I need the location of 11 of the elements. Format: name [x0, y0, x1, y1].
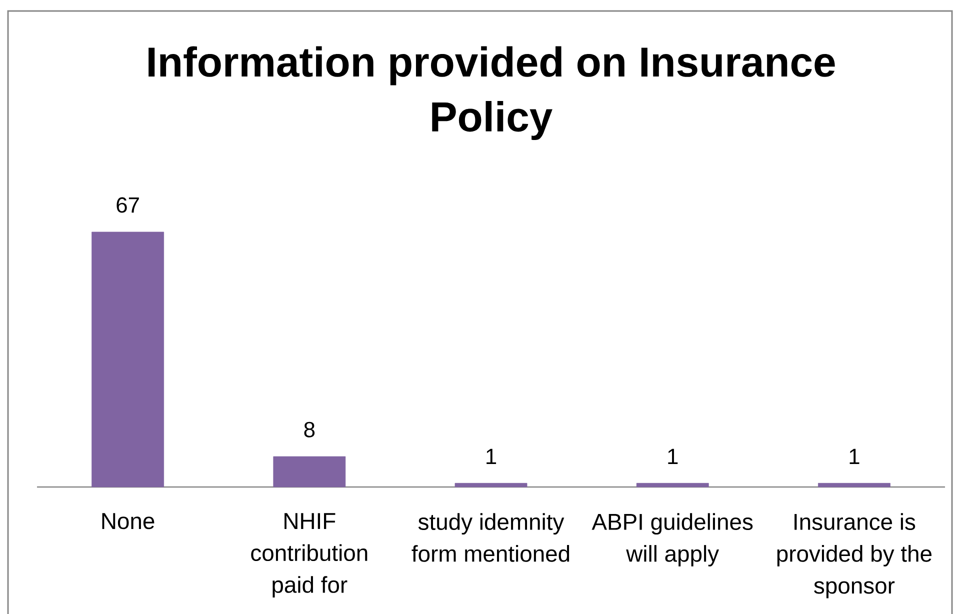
data-label: 67	[116, 197, 139, 213]
x-tick-label: study idemnity form mentioned	[412, 513, 570, 562]
x-tick-label: ABPI guidelines will apply	[592, 513, 753, 566]
data-label: 1	[668, 448, 678, 464]
x-tick-label: Insurance is provided by the sponsor	[777, 513, 932, 598]
data-label: 8	[304, 422, 315, 438]
data-label: 1	[486, 448, 496, 464]
chart-title: Information provided on Insurance Policy	[148, 46, 835, 140]
x-tick-label: NHIF contribution paid for	[251, 513, 368, 598]
data-label: 1	[850, 448, 860, 464]
x-tick-label: None	[102, 513, 154, 530]
